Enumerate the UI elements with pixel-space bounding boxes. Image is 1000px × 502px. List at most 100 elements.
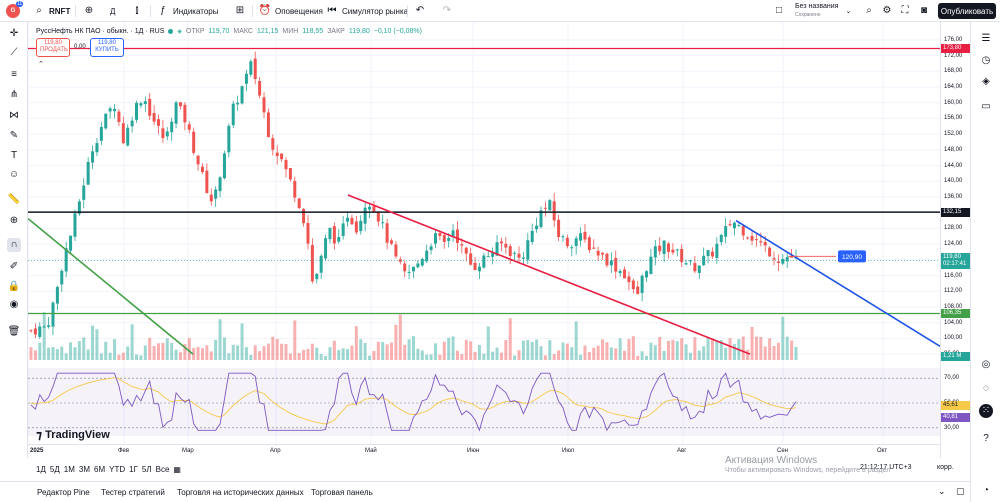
ruler-tool[interactable]: 📏 [7, 193, 21, 207]
chat-button[interactable]: ▭ [979, 100, 993, 114]
emoji-tool[interactable]: ☺ [7, 168, 21, 182]
notifications-button[interactable]: ◔ [979, 484, 993, 498]
objects-tree-button[interactable]: ◈ [979, 75, 993, 89]
publish-button[interactable]: Опубликовать [938, 3, 996, 19]
high-value: 121,15 [256, 27, 279, 35]
range-button[interactable]: 3М [78, 464, 90, 474]
range-button[interactable]: YTD [109, 464, 126, 474]
bottom-tab[interactable]: Торговая панель [311, 488, 373, 497]
volume-bars [29, 312, 798, 360]
collapse-panel-icon[interactable]: ⌄ [938, 486, 946, 496]
symbol-search[interactable]: ⌕ RNFT [32, 0, 70, 22]
volume-bar [310, 343, 314, 360]
volume-bar [143, 345, 147, 360]
close-label: ЗАКР [327, 27, 345, 35]
sell-button[interactable]: 119,80 ПРОДАТЬ [36, 38, 70, 57]
candle-body [99, 126, 103, 141]
replay-button[interactable]: ⏮ Симулятор рынка [325, 0, 409, 22]
candle-body [95, 143, 99, 153]
bottom-tab[interactable]: Редактор Pine [37, 488, 90, 497]
candle-body [368, 206, 372, 210]
maximize-panel-icon[interactable]: ▢ [956, 486, 965, 496]
sell-label: ПРОДАТЬ [40, 47, 68, 53]
settings-button[interactable]: ⚙ [880, 0, 894, 22]
delete-tool[interactable]: 🗑 [7, 325, 21, 339]
price-chart[interactable]: 120,90 [28, 22, 940, 444]
templates-button[interactable]: ⊞ [233, 0, 247, 22]
volume-bar [579, 354, 583, 360]
chart-type-button[interactable]: ⫾ [130, 0, 144, 22]
volume-bar [768, 338, 772, 360]
price-label: 128,00 [944, 225, 963, 232]
candle-body [473, 262, 477, 271]
volume-bar [565, 343, 569, 360]
target-button[interactable]: ◎ [979, 358, 993, 372]
calendar-icon[interactable]: ▦ [173, 464, 181, 474]
apps-button[interactable]: ⁙ [979, 404, 993, 418]
clock[interactable]: 21:12:17 UTC+3 [860, 464, 912, 471]
lock-tool[interactable]: 🔒 [7, 280, 21, 294]
candle-body [390, 240, 394, 244]
range-button[interactable]: 6М [94, 464, 106, 474]
alerts-panel-button[interactable]: ◷ [979, 54, 993, 68]
windows-watermark: Активация Windows [725, 455, 818, 466]
alerts-button[interactable]: ⏰ Оповещения [258, 0, 323, 22]
snapshot-button[interactable]: ◙ [917, 0, 931, 22]
redo-button[interactable]: ↷ [440, 0, 454, 22]
adjust-toggle[interactable]: корр. [937, 464, 954, 471]
ruler-icon: 📏 [7, 194, 21, 205]
volume-bar [429, 354, 433, 360]
compare-button[interactable]: ⊕ [82, 0, 96, 22]
time-axis[interactable]: 2025 Фев Мар Апр Май Июн Июл Авг Сен Окт [28, 444, 940, 458]
candle-body [482, 255, 486, 268]
bottom-tab[interactable]: Тестер стратегий [101, 488, 165, 497]
range-button[interactable]: 5Л [141, 464, 152, 474]
volume-bar [359, 339, 363, 360]
crosshair-tool[interactable]: ✛ [7, 27, 21, 41]
avatar[interactable]: G 11 [6, 0, 24, 22]
range-button[interactable]: 1Г [129, 464, 138, 474]
brush-tool[interactable]: ✎ [7, 129, 21, 143]
interval-button[interactable]: Д [110, 0, 115, 22]
watchlist-button[interactable]: ☰ [979, 32, 993, 46]
range-button[interactable]: 1Д [36, 464, 46, 474]
pitchfork-icon: ⋔ [9, 89, 19, 100]
candle-body [178, 102, 182, 107]
lock-drawings-tool[interactable]: ✐ [7, 260, 21, 274]
zoom-tool[interactable]: ⊕ [7, 214, 21, 228]
candle-body [504, 243, 508, 248]
text-tool[interactable]: T [7, 149, 21, 163]
quick-search-button[interactable]: ⌕ [862, 0, 876, 22]
rsi-ma-line [30, 377, 797, 425]
collapse-legend-icon[interactable]: ⌃ [38, 61, 44, 68]
trendline-tool[interactable]: ⟋ [7, 46, 21, 60]
help-button[interactable]: ? [979, 432, 993, 446]
hline-tool[interactable]: ≡ [7, 68, 21, 82]
layout-select[interactable]: □ Без названия Сохранено ⌄ [772, 0, 855, 22]
range-button[interactable]: 1М [63, 464, 75, 474]
volume-bar [794, 346, 798, 360]
bottom-tab[interactable]: Торговля на исторических данных [177, 488, 304, 497]
volume-bar [548, 340, 552, 360]
candle-body [209, 194, 213, 202]
range-button[interactable]: Все [155, 464, 170, 474]
price-axis[interactable]: 176,00 172,00 168,00 164,00 160,00 156,00 152,… [940, 22, 970, 458]
volume-bar [324, 355, 328, 360]
magnet-tool[interactable]: ∩ [7, 238, 21, 252]
volume-bar [724, 347, 728, 360]
price-label: 100,00 [944, 335, 963, 342]
volume-bar [139, 355, 143, 360]
visibility-tool[interactable]: ◉ [7, 298, 21, 312]
volume-bar [271, 336, 275, 360]
volume-bar [693, 337, 697, 360]
channel-tool[interactable]: ⋔ [7, 88, 21, 102]
undo-button[interactable]: ↶ [413, 0, 427, 22]
indicators-button[interactable]: ƒ Индикаторы [156, 0, 218, 22]
pattern-tool[interactable]: ⋈ [7, 109, 21, 123]
symbol-title[interactable]: РуссНефть НК ПАО · обыкн. · 1Д · RUS [36, 27, 165, 35]
ideas-button[interactable]: ◌ [979, 382, 993, 396]
fullscreen-button[interactable]: ⛶ [898, 0, 912, 22]
range-button[interactable]: 5Д [49, 464, 60, 474]
buy-button[interactable]: 119,80 КУПИТЬ [90, 38, 124, 57]
